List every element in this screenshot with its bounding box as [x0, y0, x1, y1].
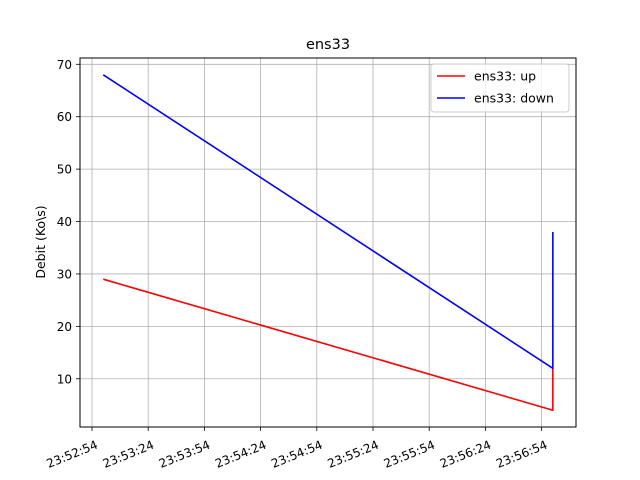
series-layer: [102, 74, 554, 412]
gridlines: [80, 58, 576, 427]
legend-frame: [430, 63, 570, 113]
chart-title: ens33: [306, 37, 350, 53]
legend: ens33: up ens33: down: [430, 63, 570, 113]
y-axis-label: Debit (Ko\s): [33, 205, 48, 278]
y-tick-label: 70: [57, 58, 72, 72]
y-tick-label: 60: [57, 110, 72, 124]
legend-label-down: ens33: down: [474, 91, 554, 106]
y-tick-label: 30: [57, 267, 72, 281]
y-axis: 10 20 30 40 50 60 70: [57, 58, 80, 386]
y-tick-label: 40: [57, 215, 72, 229]
plot-frame: [79, 57, 577, 428]
y-tick-label: 10: [57, 372, 72, 386]
legend-label-up: ens33: up: [474, 69, 536, 84]
y-tick-label: 20: [57, 320, 72, 334]
y-tick-label: 50: [57, 163, 72, 177]
series-line-up: [103, 278, 554, 412]
series-line-down: [102, 74, 554, 370]
